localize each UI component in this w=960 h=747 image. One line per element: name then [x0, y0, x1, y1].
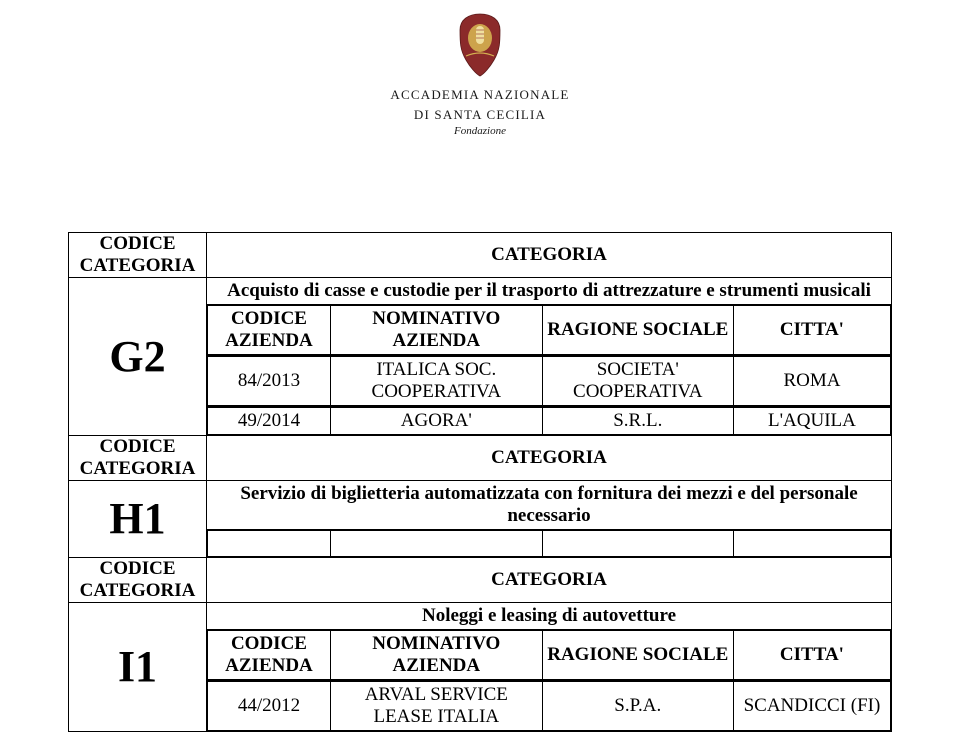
header-ragione: RAGIONE SOCIALE [542, 306, 733, 355]
org-subtitle: Fondazione [0, 125, 960, 137]
company-table-i1: CODICE AZIENDA NOMINATIVO AZIENDA RAGION… [207, 630, 891, 680]
header-citta: CITTA' [733, 631, 890, 680]
cell-ragione: S.R.L. [542, 408, 733, 435]
cell-codice: 49/2014 [208, 408, 331, 435]
category-description: Noleggi e leasing di autovetture [207, 603, 892, 630]
cell-codice: 84/2013 [208, 357, 331, 406]
cell-nominativo: ITALICA SOC. COOPERATIVA [330, 357, 542, 406]
cell-citta: ROMA [733, 357, 890, 406]
category-table: CODICE CATEGORIA CATEGORIA G2 Acquisto d… [68, 232, 892, 732]
cell-ragione: S.P.A. [542, 682, 733, 731]
cell-citta: SCANDICCI (FI) [733, 682, 890, 731]
header-codice-azienda: CODICE AZIENDA [208, 631, 331, 680]
code-label: CODICE CATEGORIA [69, 558, 207, 603]
big-code-h1: H1 [69, 481, 207, 558]
category-description: Acquisto di casse e custodie per il tras… [207, 278, 892, 305]
empty-cell [330, 531, 542, 557]
org-name-line2: DI SANTA CECILIA [0, 107, 960, 123]
big-code-i1: I1 [69, 603, 207, 732]
cell-nominativo: AGORA' [330, 408, 542, 435]
code-label: CODICE CATEGORIA [69, 436, 207, 481]
cell-ragione: SOCIETA' COOPERATIVA [542, 357, 733, 406]
org-name-line1: ACCADEMIA NAZIONALE [0, 87, 960, 103]
category-description: Servizio di biglietteria automatizzata c… [207, 481, 892, 530]
category-label: CATEGORIA [207, 558, 892, 603]
big-code-g2: G2 [69, 278, 207, 436]
table-row: 49/2014 AGORA' S.R.L. L'AQUILA [207, 407, 891, 435]
empty-cell [542, 531, 733, 557]
code-label: CODICE CATEGORIA [69, 233, 207, 278]
table-row: 84/2013 ITALICA SOC. COOPERATIVA SOCIETA… [207, 356, 891, 406]
category-label: CATEGORIA [207, 436, 892, 481]
cell-nominativo: ARVAL SERVICE LEASE ITALIA [330, 682, 542, 731]
header-nominativo: NOMINATIVO AZIENDA [330, 631, 542, 680]
company-table-h1-empty [207, 530, 891, 557]
empty-cell [208, 531, 331, 557]
header-citta: CITTA' [733, 306, 890, 355]
emblem-icon [452, 12, 508, 78]
cell-codice: 44/2012 [208, 682, 331, 731]
content-area: CODICE CATEGORIA CATEGORIA G2 Acquisto d… [68, 232, 892, 732]
header-logo-area: ACCADEMIA NAZIONALE DI SANTA CECILIA Fon… [0, 0, 960, 137]
empty-cell [733, 531, 890, 557]
company-table-g2: CODICE AZIENDA NOMINATIVO AZIENDA RAGION… [207, 305, 891, 355]
header-nominativo: NOMINATIVO AZIENDA [330, 306, 542, 355]
cell-citta: L'AQUILA [733, 408, 890, 435]
header-ragione: RAGIONE SOCIALE [542, 631, 733, 680]
category-label: CATEGORIA [207, 233, 892, 278]
table-row: 44/2012 ARVAL SERVICE LEASE ITALIA S.P.A… [207, 681, 891, 731]
header-codice-azienda: CODICE AZIENDA [208, 306, 331, 355]
